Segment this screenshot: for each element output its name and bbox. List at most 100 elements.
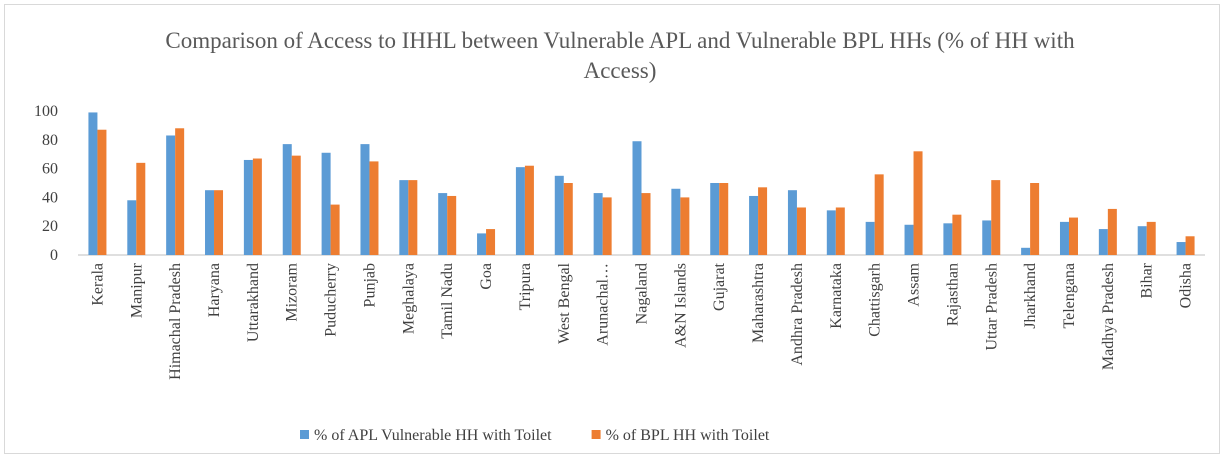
bar [593, 193, 603, 255]
bar [1137, 226, 1147, 255]
bar [1098, 229, 1108, 255]
bar [1146, 221, 1156, 255]
x-tick-label: Andhra Pradesh [789, 263, 806, 366]
bar [1021, 247, 1031, 255]
x-tick-label: Punjab [361, 263, 378, 307]
y-tick-label: 100 [34, 103, 58, 120]
x-tick-label: Odisha [1178, 263, 1195, 308]
bar [214, 190, 224, 255]
bar [1068, 217, 1078, 255]
bar [486, 229, 496, 255]
legend-swatch [300, 430, 309, 439]
bar [641, 193, 651, 255]
bar [205, 190, 215, 255]
x-tick-label: A&N Islands [672, 263, 689, 348]
chart-frame [4, 4, 1220, 454]
bar [524, 165, 534, 255]
x-tick-label: Puducherry [323, 263, 340, 337]
bar [563, 183, 573, 255]
bar [360, 144, 370, 255]
bar [175, 128, 185, 255]
bar [710, 183, 720, 255]
x-tick-label: Himachal Pradesh [167, 263, 184, 380]
bar [252, 158, 262, 255]
x-tick-label: Mizoram [284, 262, 301, 321]
bar [166, 135, 176, 255]
bar [913, 151, 923, 255]
bar [796, 207, 806, 255]
bar [1059, 221, 1069, 255]
bar [408, 180, 418, 255]
bar [321, 152, 331, 255]
x-tick-label: Haryana [206, 263, 223, 317]
bar [447, 195, 457, 255]
bar [758, 187, 768, 255]
x-tick-label: Gujarat [711, 262, 728, 311]
legend-swatch [591, 430, 601, 439]
bar [991, 180, 1001, 255]
x-tick-label: Uttar Pradesh [983, 263, 1000, 351]
bar [438, 193, 448, 255]
bar [952, 214, 962, 255]
bar [1030, 183, 1040, 255]
x-tick-label: Goa [478, 263, 495, 290]
x-tick-label: Maharashtra [750, 263, 767, 343]
x-tick-label: Assam [906, 262, 923, 306]
bar [749, 195, 759, 255]
bar [243, 159, 253, 255]
x-tick-label: Bihar [1139, 262, 1156, 298]
bar [943, 223, 953, 255]
x-tick-label: Uttarakhand [245, 263, 262, 342]
bar [632, 141, 642, 255]
bar [835, 207, 845, 255]
x-tick-label: Jharkhand [1022, 263, 1039, 329]
x-tick-label: West Bengal [556, 262, 573, 343]
x-tick-label: Tamil Nadu [439, 263, 456, 339]
bar [787, 190, 797, 255]
bar [477, 233, 487, 255]
bar [1107, 208, 1117, 255]
x-tick-label: Tripura [517, 263, 534, 310]
bar [671, 188, 681, 255]
x-tick-label: Telengana [1061, 263, 1078, 329]
legend-label: % of APL Vulnerable HH with Toilet [314, 427, 552, 444]
bar [127, 200, 137, 255]
x-tick-label: Madhya Pradesh [1100, 263, 1117, 370]
bar [982, 220, 992, 255]
chart-title: Comparison of Access to IHHL between Vul… [165, 28, 1075, 83]
bar [515, 167, 525, 255]
x-tick-label: Karnataka [828, 263, 845, 329]
bar [136, 162, 146, 255]
bar [282, 144, 292, 255]
legend-label: % of BPL HH with Toilet [606, 427, 770, 444]
bar [369, 161, 379, 255]
x-tick-label: Manipur [128, 262, 145, 318]
x-tick-label: Chattisgarh [867, 263, 884, 337]
bar [399, 180, 409, 255]
y-tick-label: 20 [42, 218, 58, 235]
bar [719, 183, 729, 255]
bar [680, 197, 690, 255]
bar [88, 112, 98, 255]
x-tick-label: Meghalaya [400, 263, 417, 334]
bar [904, 224, 914, 255]
x-tick-label: Arunachal… [595, 263, 612, 346]
y-tick-label: 60 [42, 161, 58, 178]
bar [602, 197, 612, 255]
bar [97, 129, 107, 255]
y-tick-label: 40 [42, 189, 58, 206]
y-tick-label: 80 [42, 132, 58, 149]
bar [865, 221, 875, 255]
bar [1176, 242, 1186, 255]
bar [554, 175, 564, 255]
x-tick-label: Rajasthan [944, 263, 961, 326]
bar [826, 210, 836, 255]
x-tick-label: Kerala [89, 263, 106, 306]
bar [291, 155, 301, 255]
y-tick-label: 0 [50, 247, 58, 264]
bar [330, 204, 340, 255]
x-tick-label: Nagaland [634, 263, 651, 324]
bar [874, 174, 884, 255]
